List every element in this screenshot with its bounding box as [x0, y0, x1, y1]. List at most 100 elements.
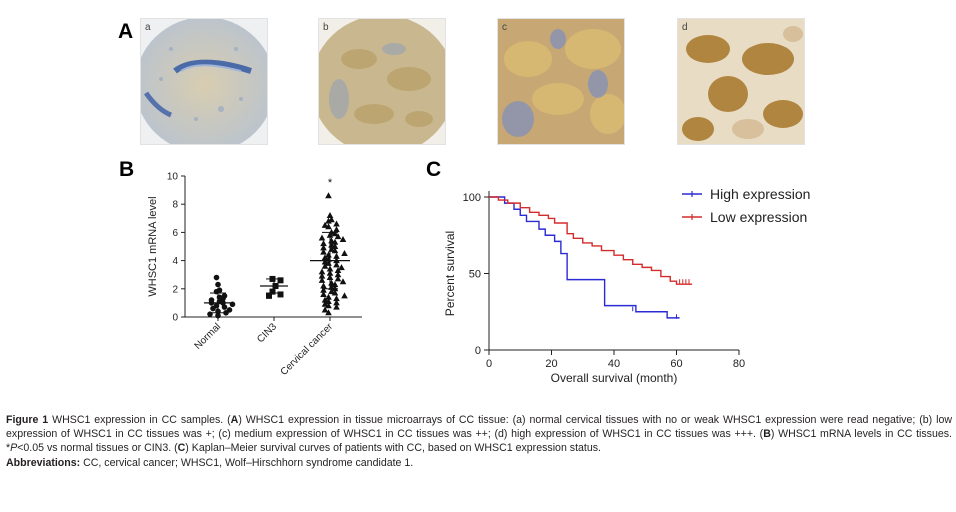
micrograph-a-label: a	[145, 22, 151, 33]
data-point-normal	[207, 311, 213, 317]
x-axis-label: Overall survival (month)	[551, 371, 678, 385]
data-point-cancer	[321, 254, 329, 261]
caption-ref-c: C	[177, 442, 186, 455]
caption-c-text: ) Kaplan–Meier survival curves of patien…	[185, 442, 601, 455]
caption-a-text: ) WHSC1 expression in tissue microarrays…	[6, 414, 952, 441]
data-point-cancer	[320, 248, 327, 255]
data-point-cancer	[325, 297, 332, 304]
data-point-cancer	[320, 244, 327, 251]
data-point-cancer	[338, 264, 345, 271]
panel-label-b: B	[119, 158, 135, 181]
caption-p-symbol: P	[10, 442, 18, 455]
caption-figure-label: Figure 1	[6, 414, 49, 426]
data-point-normal	[221, 304, 228, 310]
data-point-cancer	[321, 306, 329, 313]
data-point-cancer	[320, 286, 327, 293]
micrograph-b-image	[319, 19, 445, 144]
mrna-scatter-chart: 0 2 4 6 8 10 WHSC1 mRNA level Normal CIN3 Cervica…	[147, 172, 362, 378]
data-point-cancer	[325, 217, 332, 224]
data-point-cancer	[331, 247, 339, 254]
data-point-cin3	[277, 291, 284, 298]
data-point-cancer	[325, 293, 332, 300]
micrograph-b-label: b	[323, 22, 329, 33]
data-point-normal	[215, 281, 221, 288]
micrograph-d: d	[677, 18, 805, 145]
data-point-cancer	[331, 289, 339, 296]
panel-label-c: C	[426, 158, 442, 181]
data-point-cancer	[320, 240, 327, 247]
data-point-cancer	[333, 252, 340, 259]
data-point-cin3	[277, 277, 284, 284]
data-point-cancer	[334, 275, 342, 282]
data-point-cancer	[320, 282, 327, 289]
micrograph-c: c	[497, 18, 625, 145]
y-axis-label: WHSC1 mRNA level	[147, 196, 159, 296]
data-point-cancer	[318, 272, 326, 279]
data-point-cin3	[266, 292, 272, 299]
data-point-cancer	[341, 292, 348, 299]
caption-b-text2: <0.05 vs normal tissues or CIN3. (	[17, 442, 178, 455]
data-point-cancer	[318, 268, 326, 275]
data-point-cancer	[325, 302, 332, 309]
data-point-cancer	[333, 261, 340, 268]
micrograph-d-label: d	[682, 22, 688, 33]
data-point-cancer	[321, 300, 329, 307]
data-point-cancer	[333, 295, 340, 302]
x-tick-label: 20	[545, 358, 557, 370]
y-tick-label: 4	[172, 256, 178, 267]
caption-intro: WHSC1 expression in CC samples. (	[48, 414, 231, 426]
x-tick-label: CIN3	[255, 321, 279, 345]
data-point-cancer	[321, 296, 329, 303]
survival-curve-low	[489, 196, 693, 285]
data-point-cancer	[331, 238, 339, 245]
data-point-cancer	[321, 258, 329, 265]
data-point-cancer	[331, 281, 339, 288]
panel-label-a: A	[118, 20, 134, 43]
data-point-cancer	[334, 233, 342, 240]
x-tick-label: Cervical cancer	[279, 321, 336, 378]
data-point-cancer	[333, 220, 340, 227]
y-tick-label: 10	[167, 172, 179, 183]
survival-chart: 0 50 100 0 20 40 60 80 Overall survival (month) P…	[443, 186, 810, 385]
data-point-cancer	[339, 235, 347, 242]
y-axis-label: Percent survival	[443, 231, 457, 316]
significance-annotation: *	[328, 177, 333, 189]
micrograph-d-image	[678, 19, 804, 144]
micrograph-b: b	[318, 18, 446, 145]
data-point-cancer	[333, 226, 340, 233]
x-tick-label: 40	[608, 358, 620, 370]
data-point-cancer	[334, 271, 342, 278]
y-tick-label: 100	[463, 192, 481, 204]
data-point-cancer	[321, 262, 329, 269]
data-point-cancer	[320, 290, 327, 297]
data-point-cancer	[325, 192, 332, 199]
x-tick-label: 80	[733, 358, 745, 370]
data-point-cancer	[325, 309, 332, 316]
x-tick-label: Normal	[193, 321, 224, 352]
micrograph-a: a	[140, 18, 268, 145]
data-point-normal	[210, 305, 216, 312]
y-tick-label: 50	[469, 269, 481, 281]
caption-ref-a: A	[230, 414, 239, 426]
data-point-cancer	[321, 221, 329, 228]
caption-b-text: ) WHSC1 mRNA levels in CC tissues. *	[6, 428, 952, 455]
micrograph-a-image	[141, 19, 267, 144]
x-tick-label: 0	[486, 358, 492, 370]
micrograph-c-label: c	[502, 22, 507, 33]
data-point-cancer	[328, 288, 335, 295]
y-tick-label: 2	[172, 284, 178, 295]
survival-curve-high	[489, 196, 680, 319]
data-point-cancer	[333, 299, 340, 306]
caption-ref-b: B	[763, 428, 771, 441]
data-point-cancer	[325, 223, 332, 230]
data-point-cin3	[269, 288, 276, 295]
figure-caption: Figure 1 WHSC1 expression in CC samples.…	[6, 413, 952, 470]
data-point-cancer	[331, 285, 339, 292]
data-point-normal	[215, 312, 221, 319]
micrograph-c-image	[498, 19, 624, 144]
y-tick-label: 6	[172, 228, 178, 239]
data-point-cancer	[318, 276, 326, 283]
y-tick-label: 8	[172, 200, 178, 211]
caption-abbreviations-label: Abbreviations:	[6, 456, 81, 469]
data-point-cancer	[334, 266, 342, 273]
